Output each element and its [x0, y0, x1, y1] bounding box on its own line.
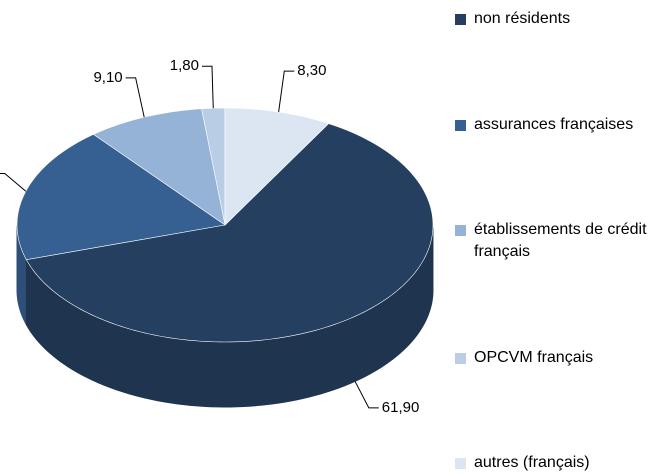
legend-item: non résidents [455, 8, 651, 30]
legend-swatch [455, 225, 466, 236]
data-label: 9,10 [93, 69, 122, 86]
legend-label: établissements de crédit français [474, 221, 647, 260]
pie-area: 1,809,1018,9061,908,30 [0, 57, 434, 416]
data-label: 8,30 [297, 62, 326, 79]
data-label: 61,90 [382, 399, 420, 416]
legend-item: établissements de crédit français [455, 219, 651, 263]
legend-label: assurances françaises [474, 115, 634, 133]
pie-slice [224, 107, 330, 226]
legend-label: autres (français) [474, 454, 590, 471]
legend-swatch [455, 119, 466, 131]
leader-line [125, 77, 145, 118]
data-label: 1,80 [170, 57, 199, 74]
leader-line [202, 65, 214, 109]
legend-swatch [455, 14, 466, 25]
legend-item: autres (français) [455, 452, 651, 474]
pie-slice [25, 123, 434, 343]
leader-line [0, 173, 27, 192]
legend-item: assurances françaises [455, 114, 651, 136]
legend-swatch [455, 458, 466, 469]
legend-item: OPCVM français [455, 347, 651, 369]
pie-slice [16, 134, 226, 261]
legend-label: OPCVM français [474, 348, 594, 366]
legend: non résidents assurances françaises établi… [455, 8, 651, 474]
legend-swatch [455, 352, 466, 364]
leader-line [354, 381, 379, 409]
legend-label: non résidents [474, 10, 571, 27]
leader-line [278, 70, 295, 113]
pie-slice [92, 108, 226, 226]
